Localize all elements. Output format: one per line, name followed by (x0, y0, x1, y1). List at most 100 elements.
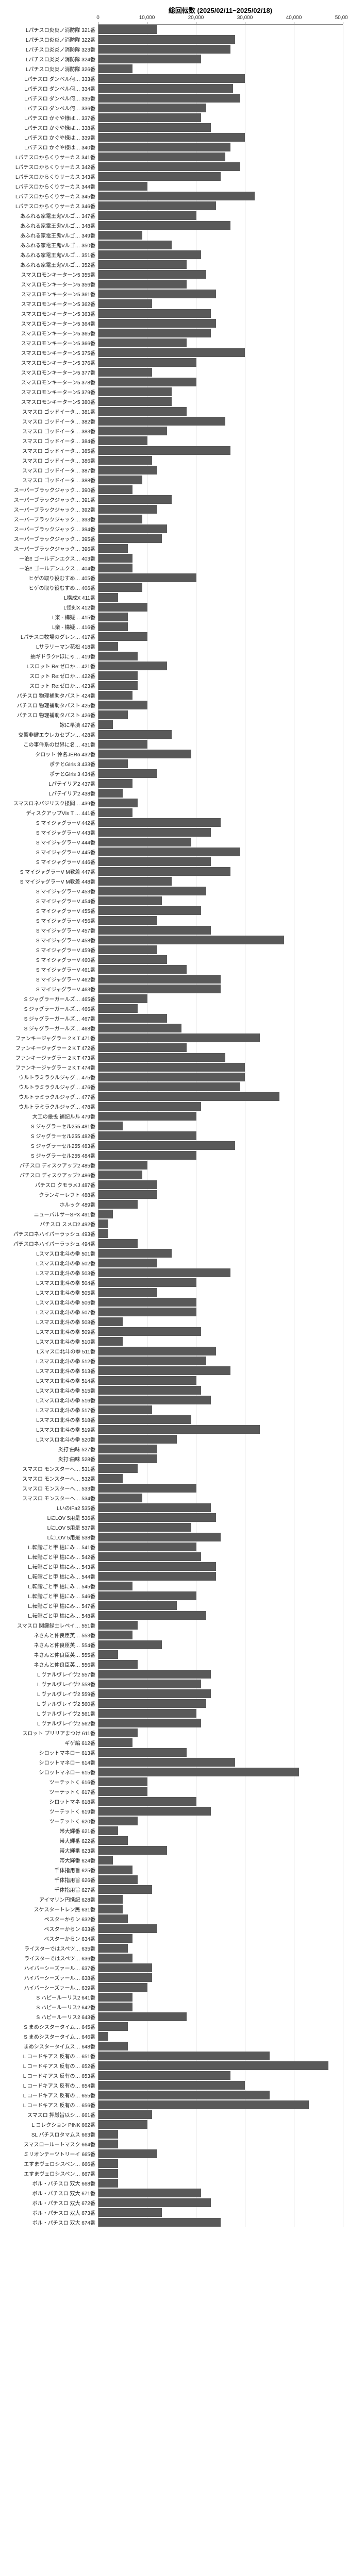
chart-row: ライスターではスペツ… 636番 (5, 1953, 343, 1963)
row-bar (98, 1885, 152, 1894)
row-bar (98, 1484, 196, 1493)
row-label: S ジャグラーガールズ… 468番 (5, 1024, 98, 1032)
row-label: Lパチスロからくりサーカス 344番 (5, 182, 98, 190)
row-label: Lパチスロ炎炎ノ消防隊 321番 (5, 26, 98, 33)
row-label: スマスロモンキーターン5 376番 (5, 359, 98, 366)
row-bar-area (98, 1493, 343, 1503)
row-bar-area (98, 1542, 343, 1552)
row-bar (98, 1738, 132, 1747)
row-label: スマスロ ゴッドイータ… 381番 (5, 408, 98, 415)
row-bar (98, 1591, 196, 1600)
chart-row: スマスロ ゴッドイータ… 381番 (5, 406, 343, 416)
chart-row: S マイジャグラーV 456番 (5, 916, 343, 925)
x-axis: 010,00020,00030,00040,00050,000 (98, 15, 343, 25)
row-bar-area (98, 269, 343, 279)
chart-row: スーパーブラックジャック… 394番 (5, 524, 343, 534)
row-label: L.転階ごと甲 枯にみ… 544番 (5, 1572, 98, 1580)
row-label: S ジャグラーセル255 484番 (5, 1151, 98, 1159)
row-bar (98, 1053, 225, 1062)
chart-row: Lパチスロ炎炎ノ消防隊 323番 (5, 44, 343, 54)
row-label: 交響非鍵エウレカセブン… 428番 (5, 731, 98, 738)
row-label: Lスマスロ北斗の拳 516番 (5, 1396, 98, 1404)
chart-row: S マイジャグラーV M教差 448番 (5, 876, 343, 886)
row-bar-area (98, 201, 343, 211)
row-bar (98, 1758, 235, 1767)
chart-row: S ジャグラーセル255 484番 (5, 1150, 343, 1160)
row-label: ファンキージャグラー 2 K T 471番 (5, 1034, 98, 1042)
chart-row: Lスマスロ北斗の拳 520番 (5, 1434, 343, 1444)
row-bar-area (98, 808, 343, 818)
row-bar (98, 603, 147, 612)
chart-row: 帯大輝番 621番 (5, 1826, 343, 1836)
row-label: Lパチスロ かぐや様は… 337番 (5, 114, 98, 122)
row-bar-area (98, 1552, 343, 1562)
row-bar (98, 1024, 181, 1032)
row-bar (98, 2169, 118, 2178)
row-bar (98, 1787, 147, 1796)
chart-row: パチスロ 物理補助タバスト 425番 (5, 700, 343, 710)
row-bar-area (98, 2110, 343, 2120)
chart-row: Lスマスロ北斗の拳 517番 (5, 1405, 343, 1415)
row-label: スマスロ 押厳旨以シ… 661番 (5, 2111, 98, 2119)
row-bar (98, 1308, 196, 1316)
row-bar-area (98, 1415, 343, 1425)
row-label: スマスロモンキーターン5 365番 (5, 329, 98, 337)
chart-row: LにLOV 5用是 538番 (5, 1532, 343, 1542)
row-label: シロットマネ 618番 (5, 1798, 98, 1805)
row-label: スマスロ モンスターへ… 532番 (5, 1475, 98, 1482)
row-bar-area (98, 54, 343, 64)
chart-row: S マイジャグラーV 455番 (5, 906, 343, 916)
row-bar (98, 1122, 123, 1130)
row-bar (98, 1748, 187, 1757)
row-label: S マイジャグラーV 455番 (5, 907, 98, 914)
chart-row: L構成X 411番 (5, 592, 343, 602)
row-label: 帯大輝番 622番 (5, 1837, 98, 1844)
row-label: S マイジャグラーV 442番 (5, 819, 98, 826)
row-label: スーパーブラックジャック… 391番 (5, 496, 98, 503)
row-bar-area (98, 984, 343, 994)
chart-row: L.転階ごと甲 枯にみ… 547番 (5, 1601, 343, 1611)
row-bar-area (98, 514, 343, 524)
row-label: Lスマスロ北斗の拳 510番 (5, 1337, 98, 1345)
row-bar-area (98, 1650, 343, 1659)
row-bar-area (98, 2022, 343, 2031)
row-label: L.転階ごと甲 枯にみ… 542番 (5, 1553, 98, 1561)
row-label: S マイジャグラーV 443番 (5, 828, 98, 836)
row-bar-area (98, 1268, 343, 1278)
row-bar (98, 2130, 118, 2139)
row-label: Lスマスロ北斗の拳 506番 (5, 1298, 98, 1306)
chart-row: Lパチスロ ダンベル何… 333番 (5, 74, 343, 83)
row-bar (98, 1200, 138, 1209)
row-label: Lパチスロ ダンベル何… 333番 (5, 75, 98, 82)
row-bar (98, 710, 128, 719)
chart-row: ツーテットく 619番 (5, 1806, 343, 1816)
row-bar (98, 985, 221, 993)
chart-row: L ヴァルヴレイヴ2 561番 (5, 1708, 343, 1718)
row-bar (98, 456, 152, 465)
chart-row: スケスタートレン民 631番 (5, 1904, 343, 1914)
row-bar (98, 1670, 211, 1679)
row-bar-area (98, 1239, 343, 1248)
row-bar-area (98, 1748, 343, 1757)
row-label: アイマリン円携記 628番 (5, 1895, 98, 1903)
row-bar-area (98, 1904, 343, 1914)
row-label: パチスロ 物理補助タバスト 424番 (5, 691, 98, 699)
row-bar-area (98, 690, 343, 700)
row-bar (98, 2022, 128, 2031)
chart-row: S マイジャグラーV 453番 (5, 886, 343, 896)
chart-row: Lパチスロ ダンベル何… 334番 (5, 83, 343, 93)
chart-row: まめシスタータイムス… 648番 (5, 2041, 343, 2051)
chart-row: パチスロ 物理補助タバスト 426番 (5, 710, 343, 720)
row-bar-area (98, 1013, 343, 1023)
chart-row: ディスクアップVIs T … 441番 (5, 808, 343, 818)
row-label: S マイジャグラーV 460番 (5, 956, 98, 963)
row-label: S ジャグラーガールズ… 466番 (5, 1005, 98, 1012)
row-bar-area (98, 1934, 343, 1943)
row-bar-area (98, 2031, 343, 2041)
row-bar-area (98, 1150, 343, 1160)
row-bar (98, 162, 240, 171)
chart-row: S マイジャグラーV M教差 447番 (5, 867, 343, 876)
row-bar-area (98, 622, 343, 632)
row-bar (98, 877, 172, 886)
chart-row: Lパチスロからくりサーカス 342番 (5, 162, 343, 172)
